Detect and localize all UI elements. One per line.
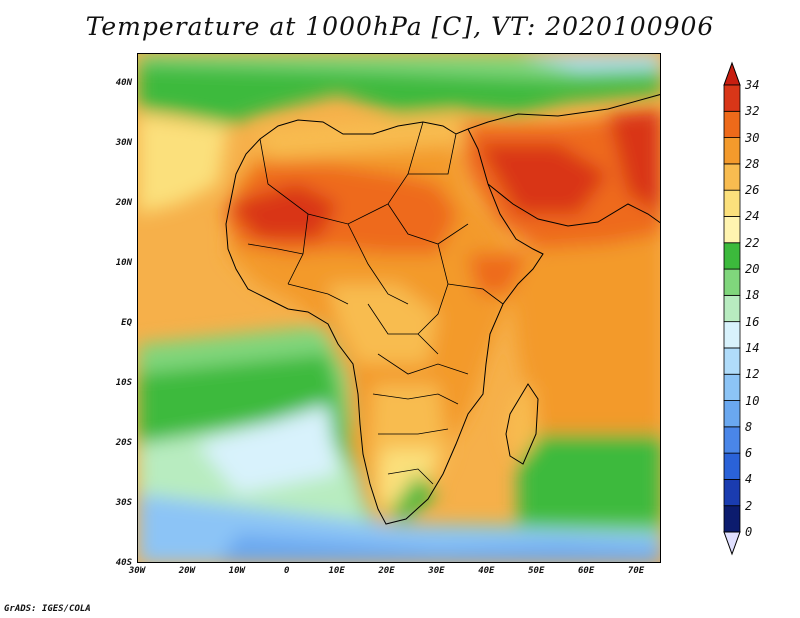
lat-label: 40S — [115, 558, 132, 568]
colorbar-tick-label: 6 — [745, 446, 753, 461]
colorbar-swatch — [723, 321, 741, 349]
lon-label: 0 — [283, 566, 290, 576]
map-panel — [137, 53, 661, 563]
colorbar-swatch — [723, 479, 741, 507]
lon-label: 50E — [528, 566, 545, 576]
colorbar-tick-label: 14 — [745, 340, 760, 355]
colorbar-swatch — [723, 400, 741, 428]
lon-label: 30W — [128, 566, 146, 576]
colorbar-swatch — [723, 347, 741, 375]
lat-label: 30S — [115, 498, 132, 508]
colorbar-tick-label: 16 — [745, 314, 760, 329]
colorbar-swatch — [723, 84, 741, 112]
colorbar-swatch — [723, 110, 741, 138]
colorbar-tick-label: 26 — [745, 183, 760, 198]
lat-label: 20N — [115, 198, 132, 208]
colorbar-tick-label: 0 — [745, 525, 753, 539]
colorbar-swatch — [723, 426, 741, 454]
colorbar-tick-label: 20 — [745, 262, 760, 277]
lat-label: 10S — [115, 378, 132, 388]
coastline-outline — [225, 94, 660, 525]
lon-label: 60E — [578, 566, 595, 576]
lon-label: 30E — [428, 566, 445, 576]
colorbar-swatch — [723, 137, 741, 165]
colorbar-tick-label: 4 — [745, 472, 753, 487]
colorbar-swatch — [723, 294, 741, 323]
map-title: Temperature at 1000hPa [C], VT: 20201009… — [85, 12, 715, 41]
lat-label: 40N — [115, 78, 132, 88]
colorbar-tick-label: 30 — [745, 130, 760, 145]
country-borders — [247, 121, 504, 485]
lat-label: 20S — [115, 438, 132, 448]
colorbar-tick-label: 10 — [745, 393, 760, 408]
colorbar-min-triangle — [723, 531, 741, 556]
colorbar-tick-label: 24 — [745, 209, 760, 224]
lat-label: EQ — [121, 318, 132, 328]
colorbar-swatch — [723, 452, 741, 480]
lon-label: 40E — [478, 566, 495, 576]
lon-label: 20W — [178, 566, 196, 576]
lon-label: 70E — [627, 566, 645, 576]
colorbar-tick-label: 32 — [745, 104, 760, 119]
colorbar-tick-label: 12 — [745, 367, 760, 382]
colorbar-tick-label: 34 — [745, 78, 760, 92]
colorbar-swatch — [723, 268, 741, 296]
lon-label: 10W — [228, 566, 245, 576]
colorbar-swatch — [723, 189, 741, 217]
colorbar-tick-label: 18 — [745, 288, 760, 303]
colorbar-swatch — [723, 242, 741, 270]
temperature-field-map — [138, 54, 660, 562]
lat-label: 30N — [115, 138, 132, 148]
colorbar-tick-label: 2 — [745, 498, 753, 513]
credit-text: GrADS: IGES/COLA — [4, 604, 91, 614]
lat-label: 10N — [115, 258, 132, 268]
colorbar-swatch — [723, 216, 741, 244]
lon-label: 10E — [328, 566, 345, 576]
colorbar-swatch — [723, 505, 741, 533]
lon-label: 20E — [378, 566, 395, 576]
colorbar-tick-label: 28 — [745, 156, 760, 171]
colorbar-max-triangle — [723, 61, 741, 86]
temperature-shading — [138, 54, 660, 562]
colorbar-tick-label: 22 — [745, 235, 760, 250]
colorbar-swatch — [723, 373, 741, 401]
colorbar-tick-label: 8 — [745, 419, 753, 434]
colorbar-swatch — [723, 163, 741, 191]
